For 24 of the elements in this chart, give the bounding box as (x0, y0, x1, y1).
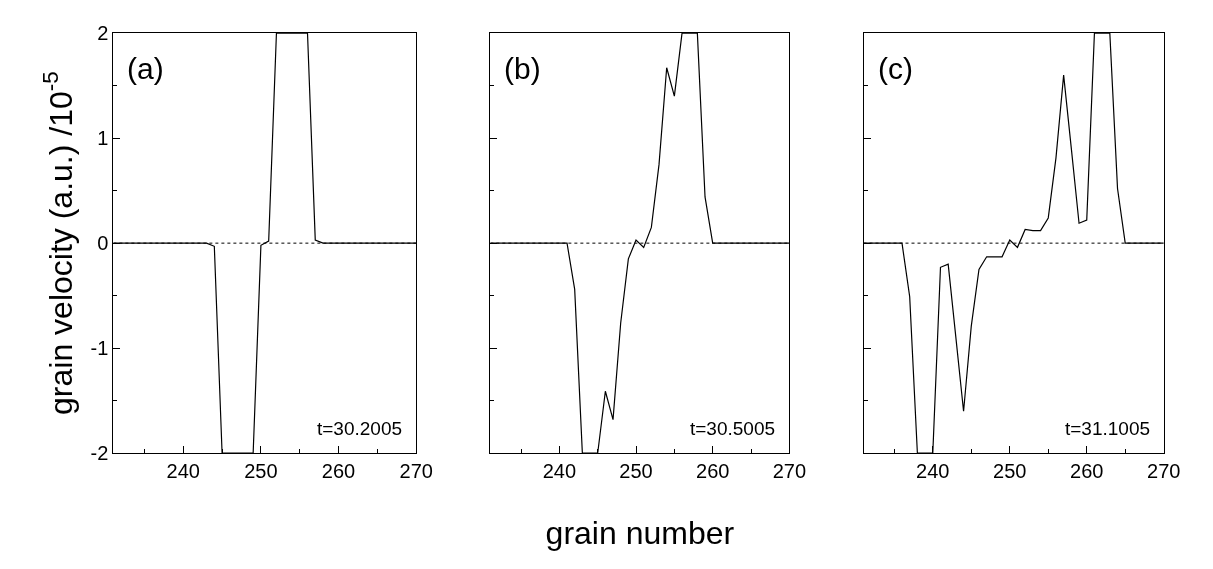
x-tick-label: 250 (619, 460, 653, 483)
y-tick-label: -2 (90, 442, 109, 465)
x-tick-label: 240 (166, 460, 200, 483)
annotation: t=30.5005 (690, 418, 776, 439)
x-tick-label: 240 (916, 460, 950, 483)
annotation: t=30.2005 (317, 418, 403, 439)
annotation: t=31.1005 (1065, 418, 1151, 439)
x-tick-label: 260 (696, 460, 730, 483)
annotation: (b) (504, 52, 541, 85)
x-axis-title: grain number (545, 515, 735, 552)
y-tick-label: 2 (97, 22, 109, 45)
y-tick-label: 0 (97, 232, 109, 255)
x-tick-label: 260 (1070, 460, 1104, 483)
y-tick-label: -1 (90, 337, 109, 360)
annotation: (c) (878, 52, 913, 85)
y-tick-label: 1 (97, 127, 109, 150)
x-tick-label: 250 (993, 460, 1027, 483)
x-tick-label: 240 (542, 460, 577, 483)
x-tick-label: 270 (772, 460, 807, 483)
x-tick-label: 250 (244, 460, 278, 483)
x-tick-label: 260 (321, 460, 356, 483)
x-tick-label: 270 (1147, 460, 1181, 483)
x-tick-label: 270 (399, 460, 433, 483)
annotation: (a) (127, 52, 164, 85)
